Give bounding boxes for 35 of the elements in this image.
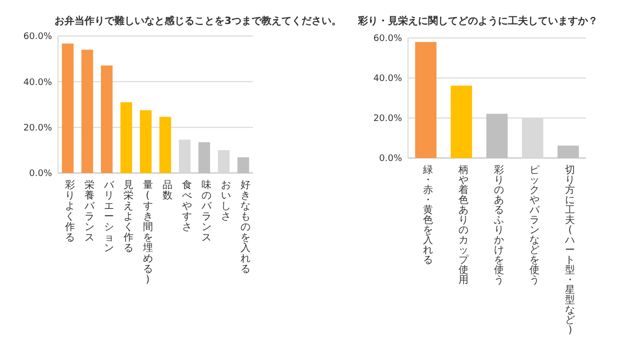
y-tick-label: 60.0% — [23, 32, 52, 42]
chart-title: お弁当作りで難しいなと感じることを3つまで教えてください。 — [54, 15, 342, 27]
chart-title: 彩り・見栄えに関してどのように工夫していますか？ — [357, 15, 598, 27]
category-label: 柄や着色ありのカップ使用 — [458, 165, 468, 286]
x-tick-label: 食べやすさ — [182, 179, 192, 233]
y-tick-label: 60.0% — [373, 34, 402, 44]
bar — [81, 50, 94, 173]
category-label: 彩りのあるふりかけを使う — [494, 165, 504, 286]
y-tick-label: 40.0% — [373, 74, 402, 84]
bar — [100, 65, 113, 173]
x-tick-label: 味のバランス — [200, 179, 212, 244]
y-tick-label: 0.0% — [29, 169, 52, 180]
x-tick-label: バリエーション — [102, 180, 115, 254]
y-tick-label: 20.0% — [373, 114, 402, 124]
y-tick-label: 40.0% — [23, 78, 52, 88]
bar — [450, 86, 472, 158]
category-label: 好きなものを入れる — [240, 180, 250, 275]
y-tick-label: 0.0% — [379, 154, 402, 164]
bar — [159, 116, 172, 173]
x-tick-label: 見栄えよく作る — [122, 180, 134, 254]
x-tick-label: 彩りよく作る — [64, 179, 75, 244]
x-tick-label: 品数 — [162, 180, 172, 202]
category-label: 量(すき間を埋める) — [142, 180, 153, 286]
bar — [218, 150, 230, 173]
bar — [140, 110, 152, 173]
category-label: 切り方に工夫(ハート型・星型など) — [565, 165, 576, 336]
y-tick-label: 20.0% — [23, 123, 52, 134]
category-label: 緑・赤・黄色を入れる — [422, 165, 433, 266]
bar — [120, 102, 132, 173]
bar — [178, 140, 191, 173]
bar — [415, 42, 436, 158]
x-tick-label: おいしさ — [220, 180, 231, 222]
x-tick-label: 栄養バランス — [83, 179, 96, 244]
bar — [62, 44, 74, 173]
category-label: ピックやバランなどを使う — [530, 165, 540, 286]
